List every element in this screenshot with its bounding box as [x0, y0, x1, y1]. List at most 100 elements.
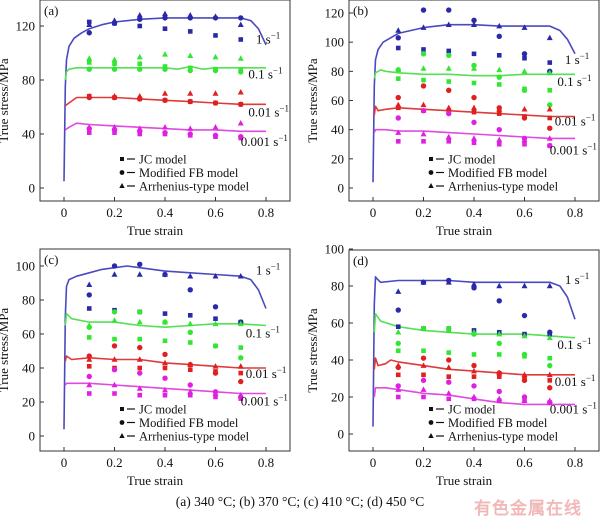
arrhenius-marker — [237, 273, 244, 279]
jc-marker — [86, 306, 92, 311]
y-tick-label: 120 — [16, 19, 36, 34]
jc-marker — [446, 48, 452, 54]
legend-circle-marker — [428, 420, 434, 425]
legend-item: JC model — [120, 402, 187, 416]
arrhenius-marker — [111, 56, 118, 63]
arrhenius-marker — [521, 68, 528, 74]
arrhenius-marker — [111, 17, 118, 23]
legend-label: Modified FB model — [139, 416, 239, 430]
fb-marker — [111, 309, 118, 315]
jc-marker — [471, 140, 477, 146]
fb-marker — [238, 69, 244, 75]
fb-marker — [212, 67, 219, 74]
jc-marker — [446, 396, 452, 402]
fb-marker — [238, 134, 244, 140]
jc-marker — [421, 139, 426, 144]
jc-marker — [213, 316, 218, 321]
arrhenius-marker — [420, 279, 427, 285]
jc-marker — [162, 365, 168, 371]
fb-marker — [395, 115, 401, 121]
jc-marker — [471, 51, 477, 57]
jc-marker — [137, 23, 143, 29]
arrhenius-marker — [237, 21, 244, 27]
fb-marker — [212, 343, 219, 349]
strain-rate-label: 1 s−1 — [565, 51, 589, 67]
jc-marker — [446, 350, 452, 355]
arrhenius-marker — [445, 133, 452, 140]
experimental-curve-1-per-s — [63, 265, 267, 430]
arrhenius-marker — [212, 273, 219, 279]
arrhenius-marker — [546, 282, 553, 289]
arrhenius-marker — [162, 51, 168, 57]
fb-marker — [521, 312, 528, 319]
jc-marker — [187, 29, 193, 34]
arrhenius-marker — [546, 135, 553, 141]
y-axis-title: True stress/MPa — [305, 308, 320, 393]
arrhenius-marker — [212, 90, 219, 96]
legend-label: Modified FB model — [448, 166, 548, 180]
strain-rate-label: 0.01 s−1 — [248, 103, 289, 119]
fb-marker — [111, 367, 118, 373]
arrhenius-marker — [162, 359, 168, 366]
jc-marker — [446, 374, 452, 379]
fb-marker — [521, 351, 528, 358]
jc-marker — [496, 52, 502, 58]
jc-marker — [162, 338, 168, 344]
arrhenius-marker — [162, 90, 168, 96]
jc-marker — [496, 111, 502, 116]
fb-marker — [471, 94, 477, 101]
arrhenius-marker — [187, 125, 194, 131]
arrhenius-marker — [212, 13, 219, 19]
arrhenius-marker — [136, 93, 143, 99]
fb-marker — [212, 100, 219, 106]
fb-marker — [420, 355, 427, 361]
jc-marker — [496, 82, 502, 87]
x-axis-title: True strain — [127, 223, 184, 238]
jc-marker — [421, 77, 426, 83]
arrhenius-marker — [86, 322, 93, 328]
fb-marker — [137, 309, 143, 315]
x-tick-label: 0.2 — [415, 205, 431, 220]
legend-square-marker — [120, 407, 124, 411]
legend-label: Arrhenius-type model — [448, 429, 559, 443]
arrhenius-marker — [395, 129, 402, 135]
jc-marker — [446, 79, 452, 84]
legend-square-marker — [429, 157, 433, 161]
x-tick-label: 0.6 — [207, 205, 224, 220]
arrhenius-marker — [212, 124, 219, 130]
legend-item: Modified FB model — [428, 416, 548, 430]
jc-marker — [112, 61, 117, 67]
legend-item: Arrhenius-type model — [119, 429, 250, 443]
jc-marker — [395, 372, 401, 378]
fb-marker — [86, 30, 92, 36]
jc-marker — [547, 87, 553, 93]
arrhenius-marker — [86, 21, 93, 27]
x-tick-label: 0.6 — [516, 455, 533, 470]
fb-marker — [496, 388, 502, 395]
legend-label: JC model — [448, 152, 496, 166]
legend-item: Modified FB model — [428, 166, 548, 180]
jc-marker — [471, 352, 477, 357]
strain-rate-label: 1 s−1 — [256, 31, 280, 47]
y-axis-title: True stress/MPa — [305, 58, 320, 143]
fb-marker — [496, 33, 502, 40]
fb-marker — [162, 375, 168, 381]
legend-item: JC model — [120, 152, 187, 166]
panel-label: (a) — [44, 3, 58, 18]
jc-marker — [86, 364, 92, 369]
fb-marker — [238, 355, 244, 361]
arrhenius-marker — [395, 329, 402, 335]
strain-rate-label: 1 s−1 — [565, 271, 589, 287]
arrhenius-marker — [212, 363, 219, 369]
panel-label: (d) — [353, 253, 368, 268]
arrhenius-marker — [237, 392, 244, 398]
strain-rate-label: 0.01 s−1 — [555, 373, 596, 389]
fb-marker — [238, 101, 244, 108]
arrhenius-marker — [212, 390, 219, 396]
arrhenius-marker — [471, 135, 477, 141]
jc-marker — [421, 394, 426, 400]
y-tick-label: 40 — [331, 122, 344, 137]
strain-rate-label: 0.001 s−1 — [241, 392, 288, 408]
x-tick-label: 0.8 — [567, 455, 583, 470]
jc-marker — [137, 336, 143, 342]
